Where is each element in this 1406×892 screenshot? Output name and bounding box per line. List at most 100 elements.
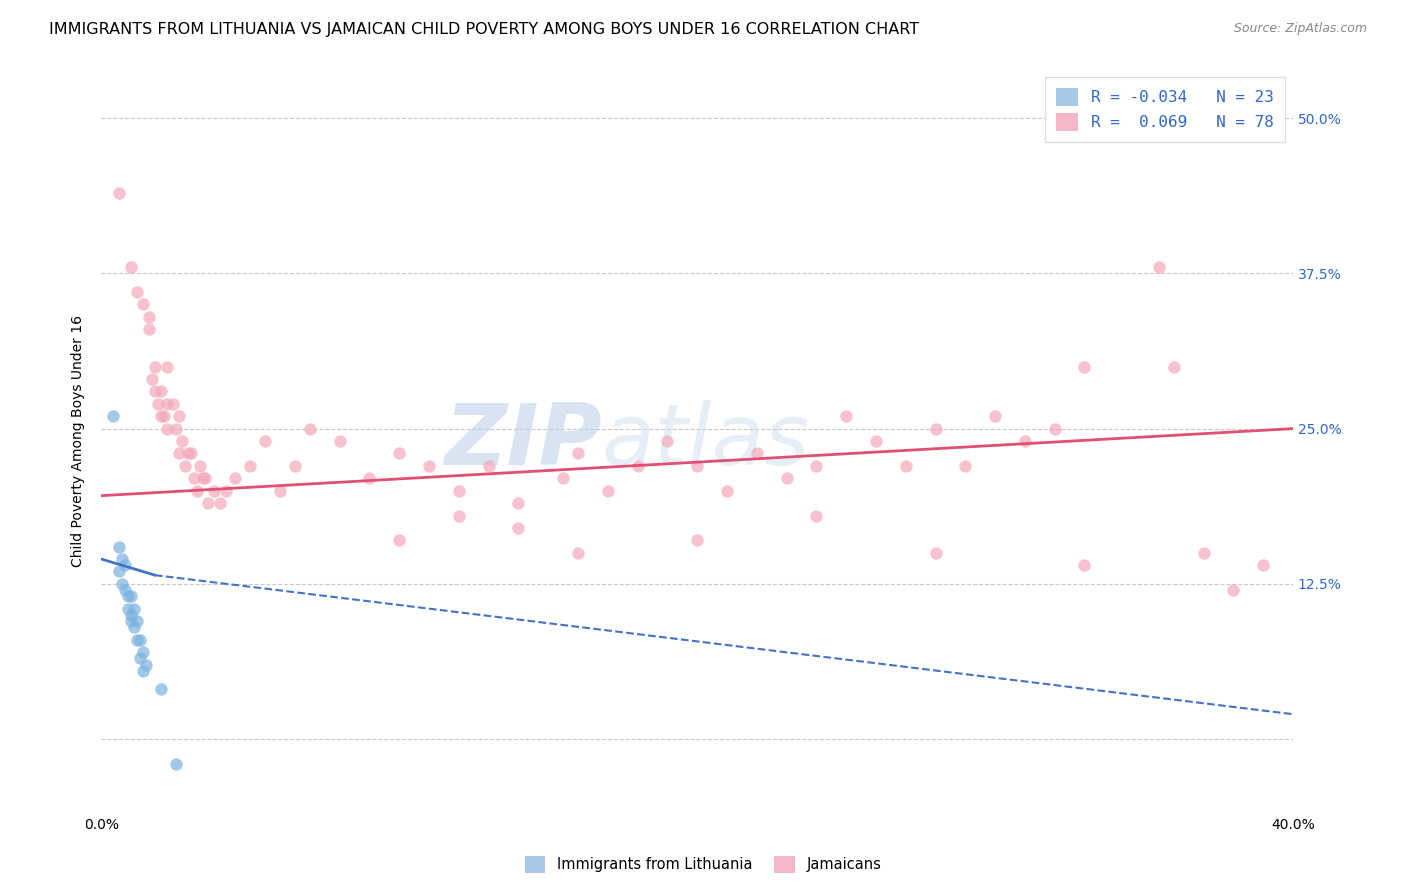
Point — [447, 483, 470, 498]
Point — [477, 458, 499, 473]
Point — [1043, 422, 1066, 436]
Point — [120, 607, 142, 622]
Point — [120, 260, 142, 275]
Legend: Immigrants from Lithuania, Jamaicans: Immigrants from Lithuania, Jamaicans — [517, 849, 889, 880]
Point — [129, 651, 152, 665]
Legend: R = -0.034   N = 23, R =  0.069   N = 78: R = -0.034 N = 23, R = 0.069 N = 78 — [1045, 77, 1285, 142]
Point — [567, 546, 589, 560]
Point — [984, 409, 1007, 424]
Point — [132, 297, 155, 311]
Point — [143, 384, 166, 399]
Point — [194, 471, 217, 485]
Point — [1014, 434, 1036, 448]
Point — [120, 614, 142, 628]
Y-axis label: Child Poverty Among Boys Under 16: Child Poverty Among Boys Under 16 — [72, 315, 86, 567]
Point — [204, 483, 226, 498]
Point — [388, 533, 411, 548]
Point — [141, 372, 163, 386]
Point — [149, 409, 172, 424]
Text: atlas: atlas — [602, 400, 810, 483]
Point — [955, 458, 977, 473]
Point — [156, 422, 179, 436]
Point — [806, 458, 828, 473]
Point — [186, 483, 208, 498]
Point — [686, 458, 709, 473]
Point — [149, 384, 172, 399]
Point — [551, 471, 574, 485]
Point — [138, 310, 160, 324]
Point — [657, 434, 679, 448]
Point — [388, 446, 411, 460]
Point — [298, 422, 321, 436]
Point — [114, 558, 136, 573]
Point — [129, 632, 152, 647]
Point — [447, 508, 470, 523]
Point — [180, 446, 202, 460]
Point — [924, 422, 946, 436]
Point — [191, 471, 214, 485]
Point — [567, 446, 589, 460]
Point — [508, 521, 530, 535]
Point — [924, 546, 946, 560]
Point — [162, 397, 184, 411]
Point — [108, 186, 131, 200]
Point — [101, 409, 124, 424]
Point — [149, 682, 172, 697]
Point — [156, 397, 179, 411]
Point — [626, 458, 648, 473]
Point — [239, 458, 262, 473]
Point — [132, 664, 155, 678]
Point — [716, 483, 738, 498]
Point — [117, 589, 139, 603]
Point — [122, 620, 145, 634]
Point — [1147, 260, 1170, 275]
Point — [173, 458, 195, 473]
Point — [117, 601, 139, 615]
Point — [108, 540, 131, 554]
Point — [111, 577, 134, 591]
Point — [596, 483, 619, 498]
Point — [197, 496, 219, 510]
Point — [114, 582, 136, 597]
Point — [165, 756, 187, 771]
Point — [120, 589, 142, 603]
Point — [508, 496, 530, 510]
Point — [125, 285, 148, 299]
Point — [167, 409, 190, 424]
Point — [894, 458, 917, 473]
Point — [125, 614, 148, 628]
Point — [1163, 359, 1185, 374]
Point — [1073, 558, 1095, 573]
Point — [125, 632, 148, 647]
Point — [188, 458, 211, 473]
Point — [686, 533, 709, 548]
Point — [835, 409, 858, 424]
Point — [176, 446, 198, 460]
Point — [745, 446, 768, 460]
Point — [111, 552, 134, 566]
Point — [254, 434, 277, 448]
Point — [156, 359, 179, 374]
Point — [146, 397, 169, 411]
Point — [167, 446, 190, 460]
Point — [183, 471, 205, 485]
Point — [143, 359, 166, 374]
Point — [865, 434, 887, 448]
Point — [132, 645, 155, 659]
Point — [108, 565, 131, 579]
Point — [359, 471, 381, 485]
Point — [806, 508, 828, 523]
Point — [138, 322, 160, 336]
Point — [269, 483, 291, 498]
Point — [1192, 546, 1215, 560]
Point — [152, 409, 174, 424]
Point — [284, 458, 307, 473]
Point — [329, 434, 352, 448]
Text: IMMIGRANTS FROM LITHUANIA VS JAMAICAN CHILD POVERTY AMONG BOYS UNDER 16 CORRELAT: IMMIGRANTS FROM LITHUANIA VS JAMAICAN CH… — [49, 22, 920, 37]
Point — [224, 471, 246, 485]
Point — [1222, 582, 1244, 597]
Point — [170, 434, 193, 448]
Point — [122, 601, 145, 615]
Point — [209, 496, 232, 510]
Point — [135, 657, 157, 672]
